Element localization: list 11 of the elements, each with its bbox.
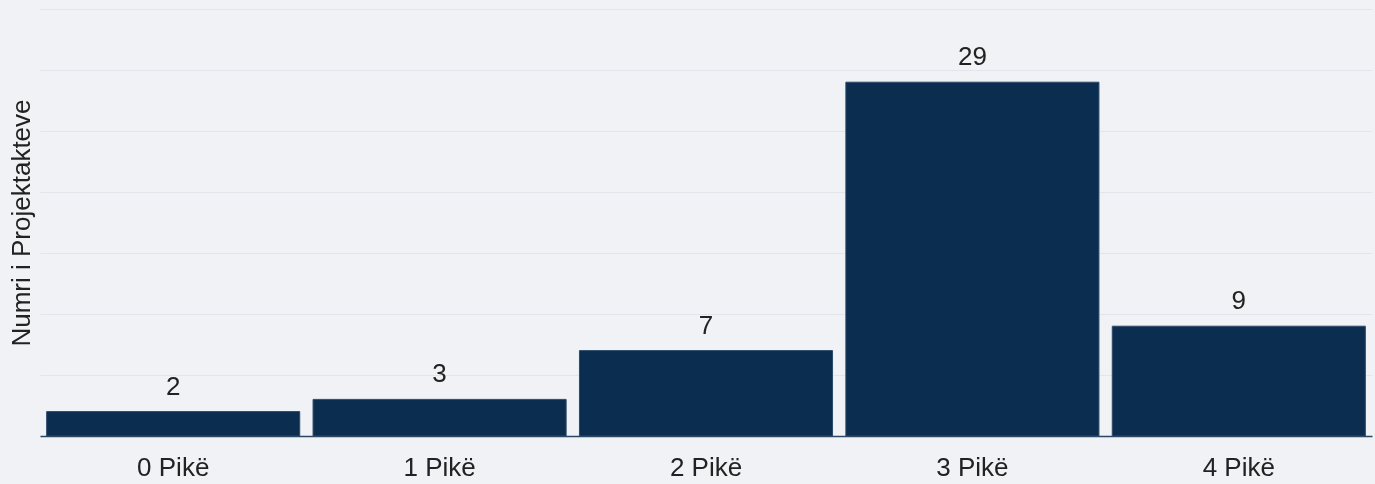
data-label: 7	[698, 309, 714, 340]
data-label: 2	[165, 370, 181, 401]
x-tick-label: 0 Pikë	[137, 451, 210, 482]
x-tick-label: 4 Pikë	[1202, 451, 1275, 482]
x-tick-label: 2 Pikë	[669, 451, 743, 482]
data-label: 29	[957, 41, 987, 72]
y-axis-title: Numri i Projektakteve	[5, 99, 36, 347]
x-tick-label: 1 Pikë	[403, 451, 476, 482]
x-tick-label: 3 Pikë	[936, 451, 1009, 482]
data-label: 3	[432, 358, 447, 389]
data-label: 9	[1231, 285, 1247, 316]
